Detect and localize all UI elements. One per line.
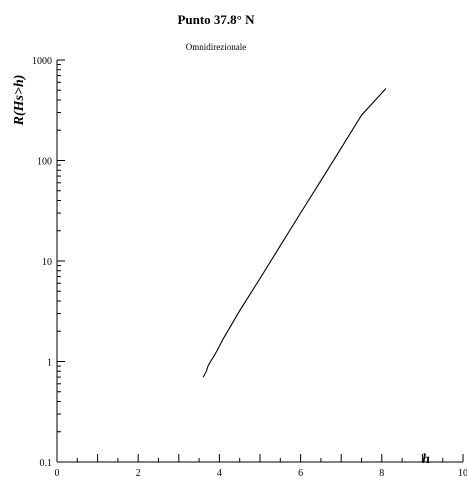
series-line [202, 88, 387, 378]
y-tick-label: 10 [42, 257, 52, 268]
y-tick-label: 1 [47, 358, 52, 369]
x-axis-label: h [422, 452, 430, 467]
x-tick-label: 10 [458, 468, 467, 479]
series-layer [202, 88, 387, 378]
y-tick-label: 0.1 [40, 458, 53, 469]
axes [56, 60, 463, 463]
x-tick-label: 0 [55, 468, 60, 479]
chart-subtitle: Omnidirezionale [186, 42, 246, 52]
y-tick-labels: 0.1 1 10 100 1000 [32, 56, 52, 469]
y-tick-label: 100 [37, 157, 52, 168]
y-axis-label: R(Hs>h) [12, 75, 27, 127]
y-ticks [57, 59, 65, 463]
x-ticks [56, 454, 464, 462]
x-tick-label: 4 [217, 468, 222, 479]
chart-title: Punto 37.8° N [177, 12, 255, 27]
y-tick-label: 1000 [32, 56, 52, 67]
x-tick-label: 2 [136, 468, 141, 479]
x-tick-labels: 0 2 4 6 8 10 [55, 468, 467, 479]
x-tick-label: 6 [298, 468, 303, 479]
x-tick-label: 8 [379, 468, 384, 479]
